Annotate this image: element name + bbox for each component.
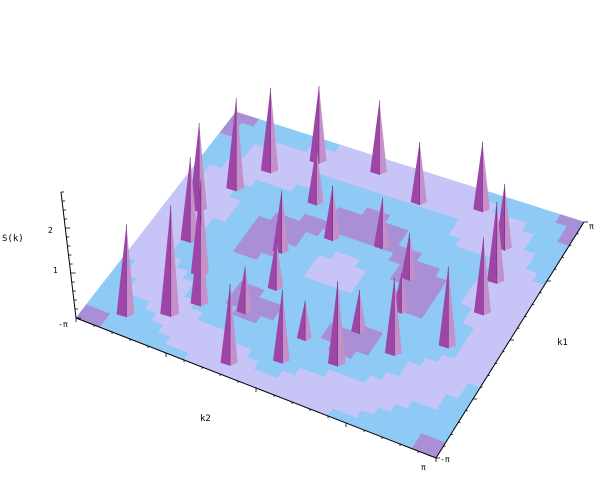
peak-face-right — [270, 87, 279, 174]
peak-face-left — [220, 284, 231, 366]
peak-face-right — [419, 142, 427, 206]
peak-face-right — [382, 197, 390, 250]
peak-face-left — [370, 100, 380, 175]
peak-face-right — [448, 266, 456, 349]
peak — [473, 237, 491, 316]
peak — [272, 190, 289, 254]
peak-face-left — [323, 185, 333, 242]
peak-face-right — [337, 281, 346, 367]
x-tick-label-start: -π — [58, 320, 68, 329]
peak — [401, 232, 417, 281]
peak-face-left — [410, 142, 420, 206]
peak — [307, 146, 324, 206]
peak-face-right — [230, 284, 238, 366]
peak-face-left — [296, 300, 306, 341]
peak-face-right — [281, 190, 289, 254]
x-tick-label-end: π — [421, 463, 426, 472]
peak — [373, 197, 390, 250]
z-tick-label-2: 2 — [48, 226, 53, 235]
peak-face-left — [273, 289, 283, 364]
peak — [370, 100, 387, 175]
peak — [220, 284, 238, 366]
peak-face-right — [276, 239, 284, 291]
peak — [260, 87, 279, 174]
peak — [226, 98, 245, 192]
z-axis-label: S(k) — [2, 234, 24, 244]
peaks — [116, 85, 512, 367]
peak-face-right — [282, 289, 290, 364]
peak — [273, 289, 290, 364]
peak-face-right — [318, 85, 327, 164]
x-axis-label: k2 — [200, 414, 211, 424]
peak-face-left — [267, 239, 277, 291]
peak-face-left — [180, 157, 191, 243]
peak-face-right — [394, 277, 402, 356]
peak — [309, 85, 327, 164]
peak-face-right — [379, 100, 387, 175]
peak-face-right — [483, 237, 491, 316]
peak — [323, 185, 340, 242]
y-axis-label: k1 — [557, 338, 568, 348]
peak-face-right — [245, 266, 252, 315]
peak — [384, 277, 402, 356]
peak-face-right — [305, 300, 312, 341]
peak-face-left — [401, 232, 410, 281]
peak-face-left — [384, 277, 395, 356]
peak-face-left — [272, 190, 282, 254]
peak-face-left — [307, 146, 317, 206]
peak-face-left — [309, 85, 319, 164]
peak-face-right — [359, 290, 367, 335]
peak-face-left — [473, 237, 484, 316]
peak — [473, 141, 490, 213]
peak-face-right — [126, 224, 135, 318]
peak-face-right — [316, 146, 324, 206]
peak-face-left — [236, 266, 246, 315]
y-tick-label-end: π — [589, 222, 594, 231]
peak-face-left — [487, 202, 497, 284]
peak-face-left — [373, 197, 383, 250]
peak — [351, 290, 367, 335]
peak-face-left — [328, 281, 338, 367]
peak-face-left — [226, 98, 237, 192]
surface — [75, 111, 585, 459]
axes: S(k) 1 2 -π π -π π k2 k1 — [2, 191, 594, 472]
peak-face-left — [351, 290, 360, 335]
peak-face-right — [190, 157, 198, 243]
peak-face-left — [190, 217, 201, 307]
peak — [487, 202, 505, 284]
peak-face-left — [116, 224, 127, 318]
z-tick-label-1: 1 — [53, 266, 58, 275]
peak-face-left — [160, 205, 171, 317]
peak-face-left — [473, 141, 483, 213]
peak-face-left — [260, 87, 271, 174]
peak-face-right — [170, 205, 180, 317]
peak — [236, 266, 252, 315]
peak-face-right — [200, 217, 209, 307]
peak-face-right — [332, 185, 340, 242]
y-tick-label-start: -π — [440, 455, 450, 464]
peak-face-right — [504, 183, 512, 251]
peak — [438, 266, 456, 349]
peak — [116, 224, 135, 318]
peak-face-right — [496, 202, 505, 284]
peak — [267, 239, 284, 291]
peak-face-right — [482, 141, 490, 213]
peak — [296, 300, 312, 341]
peak-face-right — [401, 273, 408, 314]
peak — [190, 217, 209, 307]
peak-face-right — [236, 98, 245, 192]
peak — [410, 142, 427, 206]
peak — [328, 281, 346, 367]
peak — [160, 205, 180, 317]
peak-face-right — [409, 232, 417, 281]
peak — [180, 157, 198, 243]
peak-face-left — [438, 266, 449, 349]
